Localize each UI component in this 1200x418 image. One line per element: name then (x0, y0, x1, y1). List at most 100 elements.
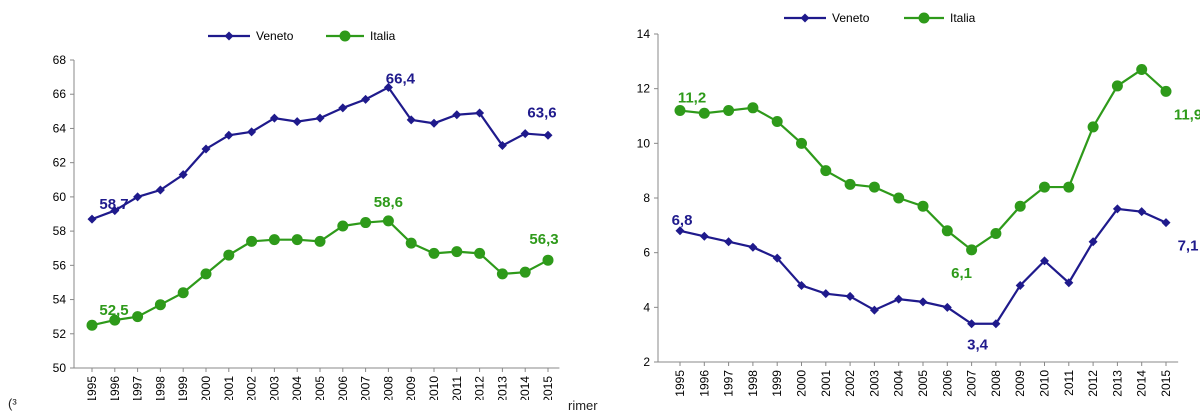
y-tick-label: 10 (637, 136, 651, 150)
data-point-italia (869, 182, 880, 193)
x-tick-label: 2006 (336, 376, 350, 400)
data-point-veneto (544, 131, 553, 140)
x-tick-label: 2007 (359, 376, 373, 400)
y-tick-label: 12 (637, 82, 651, 96)
legend-marker (919, 13, 930, 24)
x-tick-label: 2003 (867, 370, 881, 397)
x-tick-label: 2014 (1135, 370, 1149, 397)
data-point-italia (520, 267, 531, 278)
data-point-italia (543, 255, 554, 266)
legend-label: Italia (370, 29, 396, 43)
legend-marker (225, 32, 234, 41)
x-tick-label: 2010 (427, 376, 441, 400)
series-line-italia (680, 70, 1166, 250)
x-tick-label: 1996 (697, 370, 711, 397)
series-line-veneto (92, 87, 548, 219)
data-point-veneto (361, 95, 370, 104)
data-point-italia (87, 320, 98, 331)
data-point-italia (451, 246, 462, 257)
data-point-italia (699, 108, 710, 119)
data-point-italia (796, 138, 807, 149)
data-point-italia (675, 105, 686, 116)
x-tick-label: 2005 (313, 376, 327, 400)
data-point-italia (406, 238, 417, 249)
data-point-italia (246, 236, 257, 247)
x-tick-label: 2011 (450, 376, 464, 400)
data-point-italia (497, 268, 508, 279)
data-label: 11,2 (678, 90, 706, 107)
data-label: 6,1 (951, 265, 972, 282)
employment-rate-chart: 50 52 54 56 58 60 62 64 66 68 1995 1996 1997 1998 1999… (0, 0, 600, 400)
y-tick-label: 56 (53, 258, 67, 272)
x-tick-label: 2014 (518, 376, 532, 400)
data-point-italia (845, 179, 856, 190)
y-tick-label: 54 (53, 293, 67, 307)
x-tick-label: 2002 (245, 376, 259, 400)
x-tick-label: 1999 (770, 370, 784, 397)
x-tick-label: 2010 (1038, 370, 1052, 397)
data-point-italia (942, 225, 953, 236)
data-point-italia (1112, 80, 1123, 91)
data-point-veneto (846, 292, 855, 301)
x-tick-label: 2009 (404, 376, 418, 400)
x-tick-label: 2013 (495, 376, 509, 400)
footnote-left: (³ (8, 396, 17, 411)
data-point-veneto (821, 289, 830, 298)
data-label: 6,8 (672, 212, 693, 229)
x-tick-label: 2007 (965, 370, 979, 397)
x-tick-label: 1995 (85, 376, 99, 400)
data-point-veneto (430, 119, 439, 128)
data-point-italia (292, 234, 303, 245)
x-tick-label: 1996 (108, 376, 122, 400)
y-tick-label: 2 (643, 355, 650, 369)
x-tick-label: 2000 (199, 376, 213, 400)
data-point-italia (1136, 64, 1147, 75)
data-point-veneto (88, 215, 97, 224)
footnote-mid: rimer (568, 398, 598, 413)
data-point-italia (337, 220, 348, 231)
y-tick-label: 64 (53, 121, 67, 135)
x-tick-label: 2011 (1062, 370, 1076, 396)
data-point-italia (201, 268, 212, 279)
x-tick-label: 1999 (176, 376, 190, 400)
x-tick-label: 2008 (989, 370, 1003, 397)
data-point-veneto (338, 103, 347, 112)
y-tick-label: 58 (53, 224, 67, 238)
y-tick-label: 14 (637, 27, 651, 41)
data-point-italia (772, 116, 783, 127)
data-point-italia (820, 165, 831, 176)
y-tick-label: 50 (53, 361, 67, 375)
x-tick-label: 2004 (290, 376, 304, 400)
legend-marker (340, 31, 351, 42)
legend-marker (801, 14, 810, 23)
x-tick-label: 2012 (473, 376, 487, 400)
data-label: 56,3 (529, 231, 558, 248)
data-point-veneto (700, 232, 709, 241)
data-label: 58,7 (99, 196, 128, 213)
data-point-italia (429, 248, 440, 259)
x-tick-label: 1998 (746, 370, 760, 397)
data-point-italia (1015, 201, 1026, 212)
y-tick-label: 68 (53, 53, 67, 67)
x-tick-label: 1998 (153, 376, 167, 400)
y-tick-label: 8 (643, 191, 650, 205)
data-point-italia (383, 215, 394, 226)
x-tick-label: 1997 (722, 370, 736, 397)
data-point-italia (1088, 121, 1099, 132)
data-point-italia (132, 311, 143, 322)
legend-label: Veneto (256, 29, 294, 43)
x-tick-label: 2002 (843, 370, 857, 397)
y-tick-label: 60 (53, 190, 67, 204)
x-tick-label: 2013 (1110, 370, 1124, 397)
y-tick-label: 52 (53, 327, 67, 341)
data-label: 52,5 (99, 302, 128, 319)
data-point-italia (1161, 86, 1172, 97)
y-tick-label: 4 (643, 300, 650, 314)
y-tick-label: 62 (53, 156, 67, 170)
data-point-veneto (1162, 218, 1171, 227)
x-tick-label: 2015 (1159, 370, 1173, 397)
data-label: 66,4 (386, 70, 416, 87)
data-point-italia (155, 299, 166, 310)
legend-label: Italia (950, 11, 976, 25)
series-line-veneto (680, 209, 1166, 324)
